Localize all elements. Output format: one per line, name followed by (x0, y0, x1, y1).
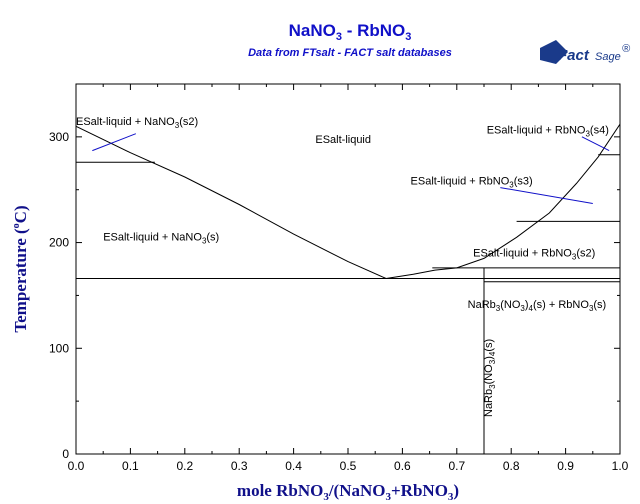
y-tick-label: 200 (49, 236, 69, 250)
logo-text-main: Fact (558, 47, 590, 64)
y-tick-label: 100 (49, 341, 69, 355)
region-labels: ESalt-liquid ESalt-liquid + NaNO3(s2) ESal… (76, 116, 610, 417)
y-axis-ticks: 0 100 200 300 (49, 130, 620, 461)
annotation-region-liquid: ESalt-liquid (315, 134, 371, 146)
annotation-region-compound: NaRb3(NO3)4(s) (483, 339, 497, 417)
x-tick-label: 0.4 (285, 459, 302, 473)
annotation-region-liq-nano3-s2: ESalt-liquid + NaNO3(s2) (76, 116, 198, 130)
x-tick-label: 0.1 (122, 459, 139, 473)
x-tick-label: 0.8 (503, 459, 520, 473)
series-line-liquidus-nano3 (75, 125, 387, 279)
annotation-pointer-region-liq-nano3-s2 (92, 133, 137, 152)
x-axis-title: mole RbNO3/(NaNO3+RbNO3) (237, 481, 459, 503)
x-axis-ticks: 0.0 0.1 0.2 0.3 0.4 0.5 0.6 0.7 0.8 0.9 1.0 (68, 84, 629, 473)
x-tick-label: 0.5 (340, 459, 357, 473)
y-tick-label: 0 (62, 447, 69, 461)
annotation-region-compound-rbno3: NaRb3(NO3)4(s) + RbNO3(s) (468, 299, 607, 313)
x-tick-label: 0.7 (448, 459, 465, 473)
x-tick-label: 0.6 (394, 459, 411, 473)
logo-registered-mark: ® (622, 43, 631, 55)
annotation-pointer-region-liq-rbno3-s3 (500, 187, 593, 204)
annotation-region-liq-rbno3-s3: ESalt-liquid + RbNO3(s3) (411, 175, 533, 189)
x-tick-label: 0.2 (176, 459, 193, 473)
logo-mark-icon (540, 40, 568, 64)
annotation-pointer-region-liq-rbno3-s4 (581, 136, 610, 152)
chart-subtitle: Data from FTsalt - FACT salt databases (248, 47, 452, 59)
annotation-region-liq-rbno3-s2: ESalt-liquid + RbNO3(s2) (473, 247, 595, 261)
y-axis-title: Temperature (oC) (11, 205, 30, 332)
series-line-liquidus-rbno3-low (386, 257, 485, 279)
factsage-logo: Fact Sage ® (540, 40, 631, 64)
phase-boundaries (75, 123, 621, 454)
logo-text-secondary: Sage (595, 51, 621, 63)
x-tick-label: 0.0 (68, 459, 85, 473)
series-line-liquidus-rbno3-high (483, 123, 621, 259)
chart-title: NaNO3 - RbNO3 (289, 21, 412, 43)
annotation-region-liq-nano3: ESalt-liquid + NaNO3(s) (103, 231, 219, 245)
x-tick-label: 0.9 (557, 459, 574, 473)
x-tick-label: 0.3 (231, 459, 248, 473)
annotation-region-liq-rbno3-s4: ESalt-liquid + RbNO3(s4) (487, 125, 609, 139)
y-tick-label: 300 (49, 130, 69, 144)
x-tick-label: 1.0 (612, 459, 629, 473)
